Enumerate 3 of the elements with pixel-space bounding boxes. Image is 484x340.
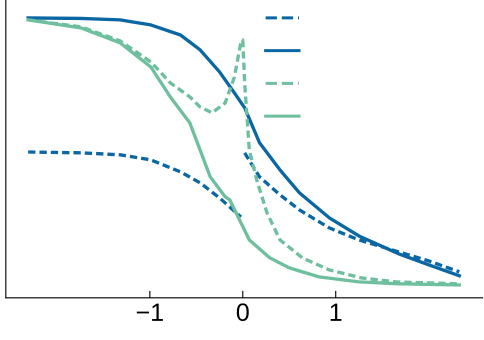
x-tick-label: 0 [236,303,249,322]
x-tick-label: −1 [136,304,163,321]
x-tick-label: 1 [330,304,342,321]
